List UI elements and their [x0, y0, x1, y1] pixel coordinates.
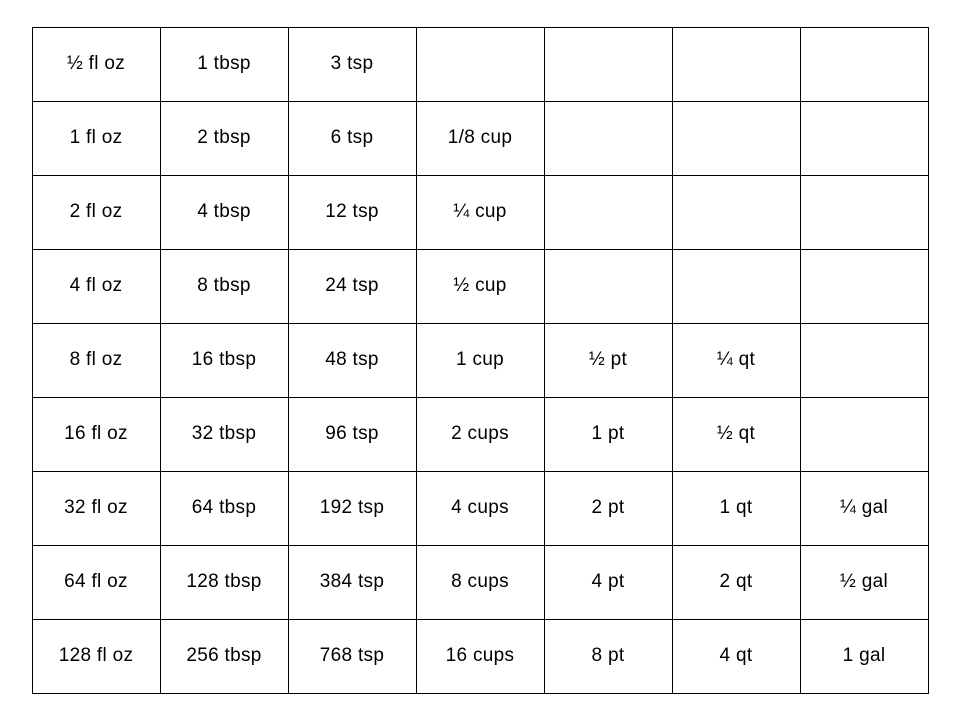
table-row: 1 fl oz 2 tbsp 6 tsp 1/8 cup: [32, 101, 928, 175]
cell-fl-oz: 32 fl oz: [32, 471, 160, 545]
cell-fl-oz: 1 fl oz: [32, 101, 160, 175]
cell-tsp: 48 tsp: [288, 323, 416, 397]
table-row: ½ fl oz 1 tbsp 3 tsp: [32, 27, 928, 101]
cell-tsp: 192 tsp: [288, 471, 416, 545]
cell-tbsp: 1 tbsp: [160, 27, 288, 101]
cell-fl-oz: 64 fl oz: [32, 545, 160, 619]
cell-gal: [800, 175, 928, 249]
cell-qt: 2 qt: [672, 545, 800, 619]
cell-fl-oz: 8 fl oz: [32, 323, 160, 397]
volume-conversion-table: ½ fl oz 1 tbsp 3 tsp 1 fl oz 2 tbsp 6 ts…: [32, 27, 929, 694]
cell-cup: 1 cup: [416, 323, 544, 397]
cell-pt: 4 pt: [544, 545, 672, 619]
cell-cup: 16 cups: [416, 619, 544, 693]
cell-tbsp: 8 tbsp: [160, 249, 288, 323]
cell-cup: ¼ cup: [416, 175, 544, 249]
cell-pt: 2 pt: [544, 471, 672, 545]
cell-tsp: 12 tsp: [288, 175, 416, 249]
cell-tbsp: 4 tbsp: [160, 175, 288, 249]
cell-cup: 1/8 cup: [416, 101, 544, 175]
cell-pt: [544, 101, 672, 175]
cell-gal: [800, 101, 928, 175]
table-body: ½ fl oz 1 tbsp 3 tsp 1 fl oz 2 tbsp 6 ts…: [32, 27, 928, 693]
cell-gal: [800, 323, 928, 397]
cell-fl-oz: ½ fl oz: [32, 27, 160, 101]
cell-gal: [800, 249, 928, 323]
conversion-table-container: ½ fl oz 1 tbsp 3 tsp 1 fl oz 2 tbsp 6 ts…: [12, 7, 949, 714]
cell-pt: [544, 27, 672, 101]
cell-qt: 1 qt: [672, 471, 800, 545]
cell-fl-oz: 128 fl oz: [32, 619, 160, 693]
table-row: 16 fl oz 32 tbsp 96 tsp 2 cups 1 pt ½ qt: [32, 397, 928, 471]
cell-cup: ½ cup: [416, 249, 544, 323]
cell-tsp: 384 tsp: [288, 545, 416, 619]
cell-gal: [800, 397, 928, 471]
table-row: 8 fl oz 16 tbsp 48 tsp 1 cup ½ pt ¼ qt: [32, 323, 928, 397]
table-row: 2 fl oz 4 tbsp 12 tsp ¼ cup: [32, 175, 928, 249]
cell-tsp: 96 tsp: [288, 397, 416, 471]
cell-gal: 1 gal: [800, 619, 928, 693]
cell-fl-oz: 16 fl oz: [32, 397, 160, 471]
cell-tbsp: 32 tbsp: [160, 397, 288, 471]
cell-qt: ½ qt: [672, 397, 800, 471]
cell-tsp: 24 tsp: [288, 249, 416, 323]
cell-fl-oz: 4 fl oz: [32, 249, 160, 323]
cell-tbsp: 16 tbsp: [160, 323, 288, 397]
table-row: 64 fl oz 128 tbsp 384 tsp 8 cups 4 pt 2 …: [32, 545, 928, 619]
cell-qt: [672, 175, 800, 249]
cell-tsp: 768 tsp: [288, 619, 416, 693]
cell-tsp: 6 tsp: [288, 101, 416, 175]
cell-pt: ½ pt: [544, 323, 672, 397]
cell-qt: 4 qt: [672, 619, 800, 693]
table-row: 128 fl oz 256 tbsp 768 tsp 16 cups 8 pt …: [32, 619, 928, 693]
cell-gal: [800, 27, 928, 101]
cell-tbsp: 64 tbsp: [160, 471, 288, 545]
cell-qt: ¼ qt: [672, 323, 800, 397]
cell-qt: [672, 27, 800, 101]
cell-cup: [416, 27, 544, 101]
cell-tsp: 3 tsp: [288, 27, 416, 101]
cell-qt: [672, 249, 800, 323]
cell-tbsp: 256 tbsp: [160, 619, 288, 693]
cell-cup: 2 cups: [416, 397, 544, 471]
cell-tbsp: 128 tbsp: [160, 545, 288, 619]
cell-pt: [544, 175, 672, 249]
table-row: 32 fl oz 64 tbsp 192 tsp 4 cups 2 pt 1 q…: [32, 471, 928, 545]
cell-gal: ½ gal: [800, 545, 928, 619]
cell-pt: [544, 249, 672, 323]
cell-cup: 8 cups: [416, 545, 544, 619]
cell-gal: ¼ gal: [800, 471, 928, 545]
cell-qt: [672, 101, 800, 175]
table-row: 4 fl oz 8 tbsp 24 tsp ½ cup: [32, 249, 928, 323]
cell-cup: 4 cups: [416, 471, 544, 545]
cell-tbsp: 2 tbsp: [160, 101, 288, 175]
cell-fl-oz: 2 fl oz: [32, 175, 160, 249]
cell-pt: 1 pt: [544, 397, 672, 471]
cell-pt: 8 pt: [544, 619, 672, 693]
